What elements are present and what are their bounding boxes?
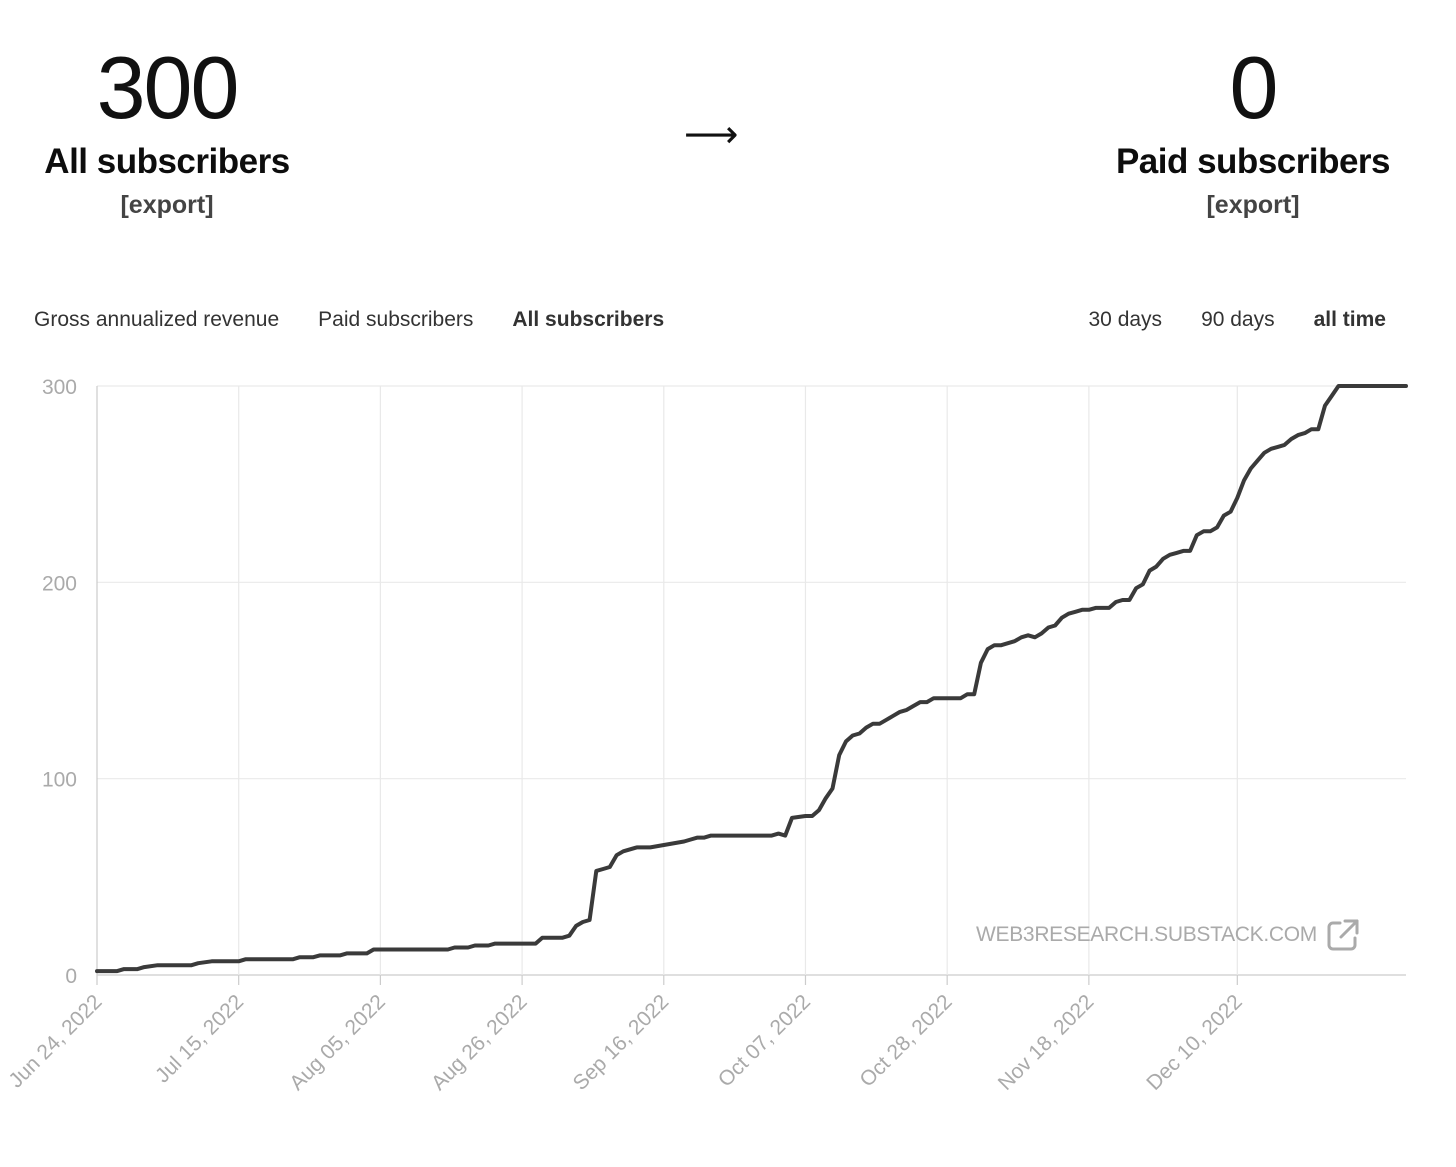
tab-gross-annualized-revenue[interactable]: Gross annualized revenue: [34, 308, 280, 331]
metric-tabs: Gross annualized revenue Paid subscriber…: [34, 304, 664, 336]
x-tick-label: Oct 07, 2022: [714, 990, 815, 1091]
x-tick-label: Aug 26, 2022: [427, 990, 532, 1095]
y-tick-label: 100: [42, 769, 77, 792]
range-30-days[interactable]: 30 days: [1088, 308, 1163, 331]
tab-all-subscribers[interactable]: All subscribers: [512, 308, 665, 331]
x-tick-label: Dec 10, 2022: [1142, 990, 1247, 1095]
paid-subscribers-stat: 0 Paid subscribers [export]: [1088, 40, 1418, 222]
x-tick-label: Jun 24, 2022: [4, 990, 106, 1092]
paid-subscribers-count: 0: [1229, 38, 1279, 137]
all-subscribers-export-link[interactable]: [export]: [120, 191, 214, 219]
x-tick-label: Nov 18, 2022: [994, 990, 1099, 1095]
paid-subscribers-export-link[interactable]: [export]: [1206, 191, 1300, 219]
range-all-time[interactable]: all time: [1313, 308, 1386, 331]
paid-subscribers-label: Paid subscribers: [1115, 142, 1391, 181]
y-tick-label: 300: [42, 376, 77, 399]
all-subscribers-series-line: [95, 384, 1408, 974]
x-tick-label: Oct 28, 2022: [855, 990, 956, 1091]
all-subscribers-count: 300: [96, 38, 240, 137]
tab-paid-subscribers[interactable]: Paid subscribers: [318, 308, 474, 331]
y-tick-label: 0: [65, 965, 77, 988]
range-90-days[interactable]: 90 days: [1201, 308, 1275, 331]
arrow-right-icon: ⟶: [684, 114, 739, 156]
external-link-icon: [1325, 917, 1361, 953]
y-tick-label: 200: [42, 572, 77, 595]
x-tick-label: Jul 15, 2022: [151, 990, 248, 1087]
all-subscribers-label: All subscribers: [44, 142, 290, 181]
x-tick-label: Aug 05, 2022: [285, 990, 390, 1095]
publication-url: WEB3RESEARCH.SUBSTACK.COM: [976, 923, 1317, 946]
range-tabs: 30 days 90 days all time: [1089, 304, 1387, 336]
publication-link[interactable]: WEB3RESEARCH.SUBSTACK.COM: [976, 917, 1361, 953]
x-tick-label: Sep 16, 2022: [569, 990, 674, 1095]
subscribers-chart: 0 100 200 300 Jun 24, 2022 Jul 15, 2022 Aug 05…: [4, 376, 1408, 1095]
all-subscribers-stat: 300 All subscribers [export]: [2, 40, 332, 222]
